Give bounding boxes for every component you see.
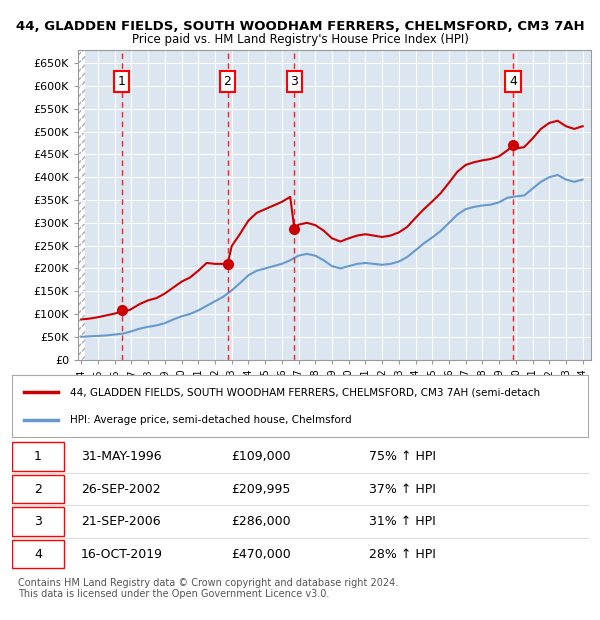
Text: 26-SEP-2002: 26-SEP-2002 [81, 482, 161, 495]
Text: Contains HM Land Registry data © Crown copyright and database right 2024.
This d: Contains HM Land Registry data © Crown c… [18, 578, 398, 600]
Text: 37% ↑ HPI: 37% ↑ HPI [369, 482, 436, 495]
FancyBboxPatch shape [12, 507, 64, 536]
Text: £286,000: £286,000 [231, 515, 290, 528]
Text: 31% ↑ HPI: 31% ↑ HPI [369, 515, 436, 528]
FancyBboxPatch shape [12, 540, 64, 569]
Text: 2: 2 [224, 75, 232, 88]
FancyBboxPatch shape [12, 442, 64, 471]
Text: 44, GLADDEN FIELDS, SOUTH WOODHAM FERRERS, CHELMSFORD, CM3 7AH (semi-detach: 44, GLADDEN FIELDS, SOUTH WOODHAM FERRER… [70, 388, 540, 397]
Text: £209,995: £209,995 [231, 482, 290, 495]
Text: 1: 1 [118, 75, 125, 88]
FancyBboxPatch shape [12, 475, 64, 503]
Text: 21-SEP-2006: 21-SEP-2006 [81, 515, 161, 528]
Text: 16-OCT-2019: 16-OCT-2019 [81, 547, 163, 560]
Text: 31-MAY-1996: 31-MAY-1996 [81, 450, 162, 463]
Text: Price paid vs. HM Land Registry's House Price Index (HPI): Price paid vs. HM Land Registry's House … [131, 33, 469, 46]
Text: 4: 4 [34, 547, 42, 560]
Text: £470,000: £470,000 [231, 547, 290, 560]
Text: 28% ↑ HPI: 28% ↑ HPI [369, 547, 436, 560]
Text: £109,000: £109,000 [231, 450, 290, 463]
Text: HPI: Average price, semi-detached house, Chelmsford: HPI: Average price, semi-detached house,… [70, 415, 351, 425]
Text: 4: 4 [509, 75, 517, 88]
Text: 3: 3 [290, 75, 298, 88]
Text: 2: 2 [34, 482, 42, 495]
Text: 3: 3 [34, 515, 42, 528]
Text: 44, GLADDEN FIELDS, SOUTH WOODHAM FERRERS, CHELMSFORD, CM3 7AH: 44, GLADDEN FIELDS, SOUTH WOODHAM FERRER… [16, 20, 584, 33]
Text: 75% ↑ HPI: 75% ↑ HPI [369, 450, 436, 463]
Text: 1: 1 [34, 450, 42, 463]
